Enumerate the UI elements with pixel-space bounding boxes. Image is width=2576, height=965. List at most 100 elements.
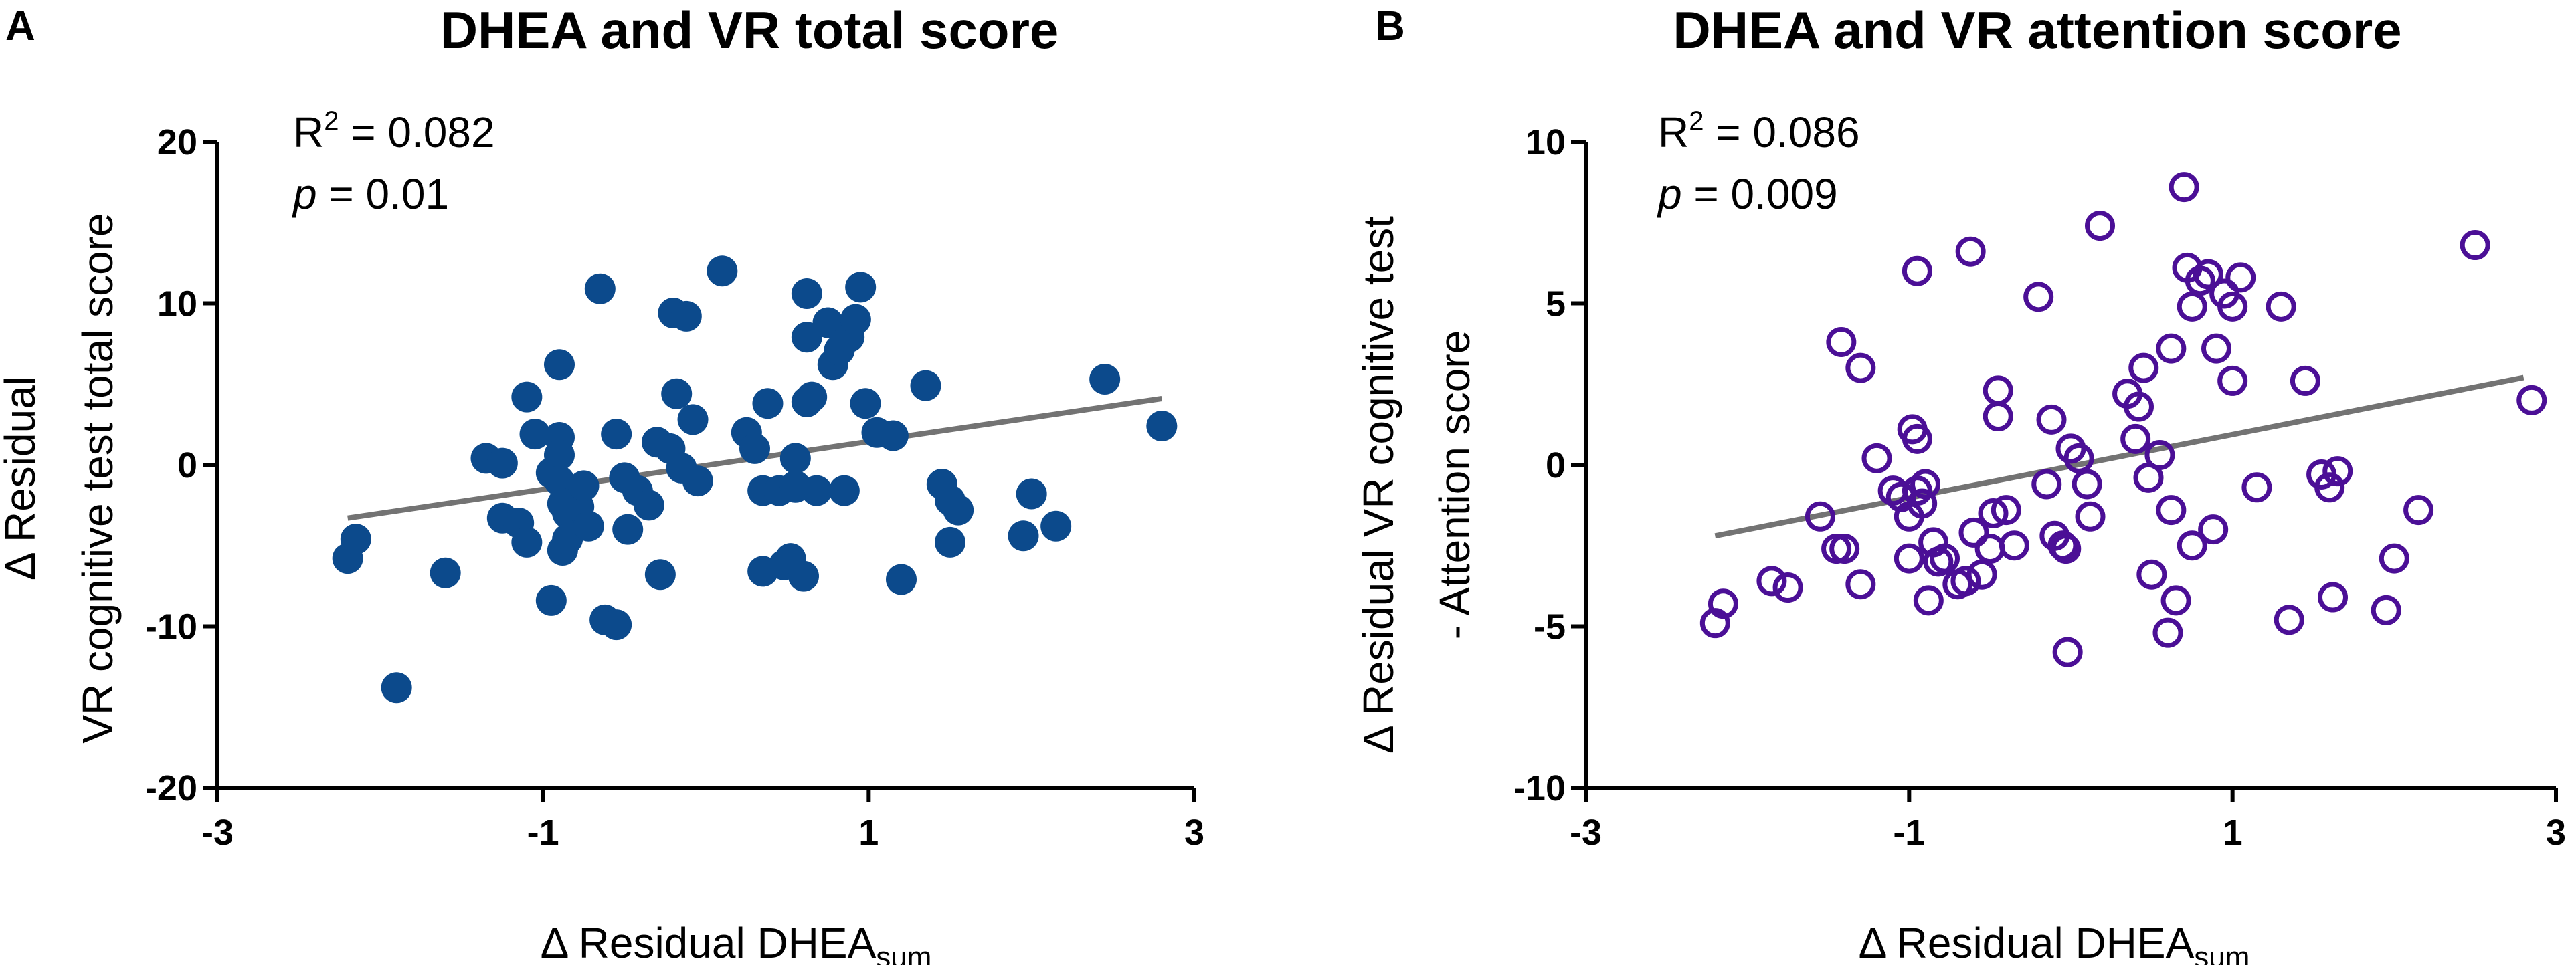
data-point-b (1991, 495, 2021, 526)
data-point-b (2290, 365, 2320, 396)
data-point-a (601, 609, 632, 641)
p-value-b: p = 0.009 (1657, 170, 1838, 218)
data-point-b (1966, 559, 1997, 590)
data-point-b (1829, 534, 1860, 564)
data-point-a (584, 273, 616, 304)
data-point-a (644, 559, 676, 591)
data-point-b (2156, 495, 2187, 526)
data-point-a (612, 514, 644, 545)
data-point-b (1861, 443, 1892, 473)
data-point-b (2144, 440, 2175, 471)
data-point-b (2193, 259, 2223, 290)
y-tick-label-a: 20 (157, 122, 197, 163)
data-point-b (2156, 333, 2187, 364)
data-point-b (2198, 514, 2229, 545)
y-tick-label-a: -20 (145, 768, 197, 809)
data-point-b (1708, 588, 1738, 619)
data-point-a (535, 584, 567, 616)
data-point-a (519, 419, 551, 450)
data-point-b (2403, 495, 2434, 526)
data-point-b (2177, 291, 2207, 322)
data-point-b (1756, 566, 1787, 597)
data-point-a (340, 524, 371, 555)
data-point-b (2075, 501, 2106, 532)
data-point-a (573, 510, 604, 542)
data-point-b (1845, 352, 1876, 383)
y-tick-label-b: -10 (1513, 768, 1566, 809)
data-point-b (2160, 585, 2191, 616)
chart-title-b: DHEA and VR attention score (1673, 1, 2401, 60)
data-point-a (601, 419, 632, 450)
data-point-a (801, 475, 832, 506)
data-point-b (2152, 617, 2183, 648)
data-point-b (2031, 469, 2062, 500)
y-tick-label-a: 10 (157, 284, 197, 324)
x-tick-label-b: 3 (2546, 813, 2566, 853)
data-point-a (910, 370, 941, 401)
data-point-a (886, 564, 917, 595)
data-point-b (1999, 530, 2029, 561)
data-point-a (877, 420, 909, 451)
data-point-a (661, 378, 693, 409)
data-point-b (2052, 637, 2083, 667)
y-axis-label-b-line1: Δ Residual VR cognitive test (1354, 216, 1402, 754)
r-squared-value-b: = 0.086 (1704, 108, 1859, 156)
data-point-b (1805, 501, 1835, 532)
data-point-a (544, 349, 575, 381)
data-point-b (2023, 282, 2054, 312)
data-point-a (430, 557, 461, 588)
data-point-a (568, 470, 600, 502)
data-point-b (2085, 211, 2115, 241)
r-squared-exponent-b: 2 (1689, 106, 1704, 136)
data-point-a (670, 300, 702, 332)
r-squared-label-b: R (1658, 108, 1689, 156)
data-point-b (2036, 404, 2067, 435)
data-point-b (1950, 566, 1981, 597)
data-point-b (2266, 291, 2296, 322)
data-point-b (2241, 472, 2272, 503)
panel-letter-b: B (1375, 3, 1405, 49)
data-point-a (850, 388, 881, 419)
x-tick-label-a: -1 (527, 813, 559, 853)
panel-letter-a: A (5, 3, 35, 49)
data-point-b (2051, 534, 2082, 564)
data-point-a (511, 381, 543, 413)
y-tick-label-b: -5 (1534, 607, 1566, 647)
x-axis-label-main-a: Δ Residual DHEA (541, 919, 877, 965)
x-tick-label-a: 3 (1184, 813, 1204, 853)
y-tick-label-a: 0 (177, 445, 197, 486)
data-point-a (1040, 510, 1072, 542)
r-squared-a: R2 = 0.082 (293, 106, 495, 156)
x-tick-label-b: -3 (1570, 813, 1602, 853)
y-tick-label-a: -10 (145, 607, 197, 647)
data-point-b (2124, 391, 2154, 422)
data-point-b (1902, 423, 1932, 454)
p-value-text-b: = 0.009 (1682, 170, 1838, 218)
data-point-b (2047, 530, 2078, 561)
x-axis-label-main-b: Δ Residual DHEA (1859, 919, 2195, 965)
data-point-b (2217, 365, 2248, 396)
plot-area-b: 10 5 0 -5 -10-3 -1 1 3 (1513, 122, 2566, 853)
data-point-a (633, 490, 664, 521)
x-tick-label-b: 1 (2223, 813, 2243, 853)
panel-b: B DHEA and VR attention score R2 = 0.086… (1354, 1, 2566, 965)
data-point-b (2177, 530, 2207, 561)
data-point-b (2217, 291, 2248, 322)
data-point-b (1772, 572, 1803, 603)
data-point-a (544, 465, 575, 497)
data-point-a (682, 465, 713, 497)
data-point-b (2169, 172, 2199, 203)
data-point-b (2460, 230, 2490, 261)
x-axis-label-a: Δ Residual DHEAsum (541, 919, 932, 965)
data-point-a (1016, 478, 1047, 510)
data-point-b (2318, 582, 2348, 613)
r-squared-value-a: = 0.082 (339, 108, 494, 156)
data-point-b (1902, 255, 1932, 286)
r-squared-exponent-a: 2 (324, 106, 339, 136)
data-point-b (2201, 333, 2231, 364)
data-point-b (1974, 534, 2005, 564)
data-point-b (2379, 543, 2409, 574)
data-point-b (1907, 488, 1938, 519)
r-squared-b: R2 = 0.086 (1658, 106, 1860, 156)
